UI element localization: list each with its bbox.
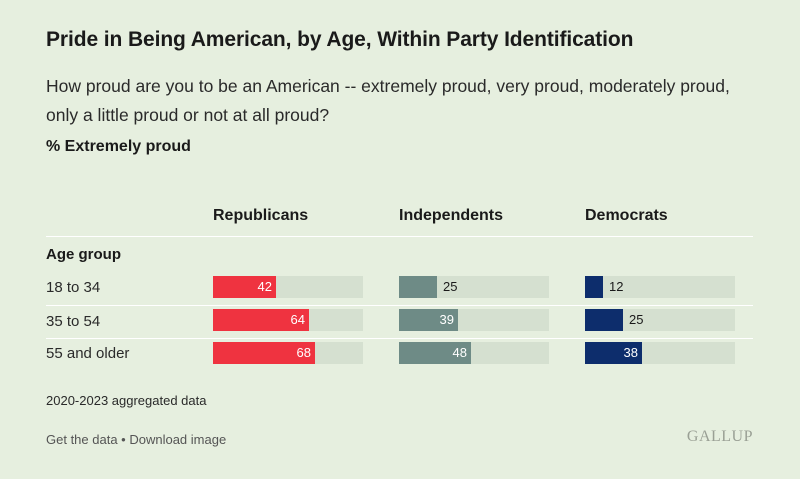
column-header-republicans: Republicans	[213, 207, 309, 224]
row-divider	[46, 338, 753, 339]
bar-republicans-0	[213, 276, 276, 298]
bar-democrats-0	[585, 276, 603, 298]
bar-value-label: 42	[257, 279, 272, 294]
get-data-link[interactable]: Get the data	[46, 432, 118, 447]
bar-track: 38	[585, 342, 735, 364]
footer-links: Get the data • Download image	[46, 432, 226, 447]
bar-track: 42	[213, 276, 363, 298]
gallup-logo: GALLUP	[686, 428, 753, 445]
header-divider	[46, 236, 753, 237]
chart-title: Pride in Being American, by Age, Within …	[46, 28, 634, 51]
download-image-link[interactable]: Download image	[129, 432, 227, 447]
bar-democrats-1	[585, 309, 623, 331]
bar-value-label: 39	[439, 312, 454, 327]
bar-track: 25	[399, 276, 549, 298]
bar-track: 12	[585, 276, 735, 298]
link-separator: •	[117, 432, 130, 447]
bar-value-label: 38	[623, 345, 638, 360]
data-note: 2020-2023 aggregated data	[46, 393, 207, 408]
measure-label: % Extremely proud	[46, 138, 191, 155]
bar-value-label: 48	[452, 345, 467, 360]
bar-republicans-1	[213, 309, 309, 331]
bar-track: 68	[213, 342, 363, 364]
bar-track: 25	[585, 309, 735, 331]
bar-track: 64	[213, 309, 363, 331]
bar-track: 39	[399, 309, 549, 331]
bar-independents-2	[399, 342, 471, 364]
bar-value-label: 68	[296, 345, 311, 360]
row-divider	[46, 305, 753, 306]
bar-track: 48	[399, 342, 549, 364]
row-label-18-34: 18 to 34	[46, 279, 101, 296]
row-header-age-group: Age group	[46, 246, 121, 263]
question-text: How proud are you to be an American -- e…	[46, 76, 730, 125]
row-label-35-54: 35 to 54	[46, 313, 101, 330]
bar-value-label: 25	[629, 312, 644, 327]
bar-independents-0	[399, 276, 437, 298]
bar-value-label: 12	[609, 279, 624, 294]
bar-independents-1	[399, 309, 458, 331]
column-header-democrats: Democrats	[585, 207, 668, 224]
bar-value-label: 64	[290, 312, 305, 327]
row-label-55-older: 55 and older	[46, 345, 130, 362]
column-header-independents: Independents	[399, 207, 504, 224]
bar-republicans-2	[213, 342, 315, 364]
bar-value-label: 25	[443, 279, 458, 294]
bar-democrats-2	[585, 342, 642, 364]
